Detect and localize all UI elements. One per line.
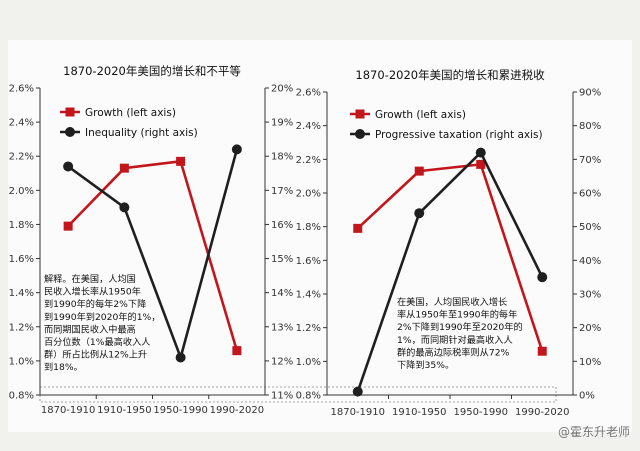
left-tick-label: 1.8%	[9, 220, 34, 231]
right-tick-label: 18%	[271, 152, 293, 163]
data-point-progressive-taxation	[414, 208, 425, 219]
right-tick-label: 60%	[579, 189, 601, 200]
right-tick-label: 12%	[271, 356, 293, 367]
data-point-growth	[63, 221, 73, 231]
chart-title: 1870-2020年美国的增长和累进税收	[355, 68, 545, 82]
left-tick-label: 1.4%	[9, 288, 34, 299]
data-point-growth	[353, 223, 363, 233]
right-tick-label: 15%	[271, 254, 293, 265]
data-point-growth	[414, 166, 424, 176]
left-tick-label: 2.2%	[296, 155, 321, 166]
legend-label-inequality: Inequality (right axis)	[85, 127, 198, 139]
data-point-growth	[119, 163, 129, 173]
right-tick-label: 11%	[271, 391, 293, 402]
x-tick-label: 1990-2020	[210, 405, 265, 416]
annotation-line: 群的最高边际税率则从72%	[397, 346, 510, 358]
left-tick-label: 0.8%	[296, 391, 321, 402]
legend-marker-progressive-taxation	[355, 129, 365, 139]
left-tick-label: 1.2%	[9, 322, 34, 333]
annotation-line: 群）所占比例从12%上升	[44, 349, 147, 361]
figure-panel	[8, 40, 632, 432]
legend-label-growth: Growth (left axis)	[375, 109, 466, 121]
x-tick-label: 1990-2020	[515, 407, 570, 418]
series-line-growth	[356, 163, 544, 352]
right-tick-label: 16%	[271, 220, 293, 231]
data-point-growth	[476, 159, 486, 169]
note-frame	[39, 386, 557, 403]
data-point-progressive-taxation	[537, 272, 548, 283]
right-tick-label: 70%	[579, 155, 601, 166]
right-tick-label: 17%	[271, 186, 293, 197]
series-line-inequality	[67, 149, 239, 359]
x-tick-label: 1910-1950	[392, 407, 447, 418]
annotation-line: 解释。在美国，人均国	[44, 273, 136, 285]
left-tick-label: 1.0%	[9, 356, 34, 367]
x-tick-label: 1910-1950	[97, 405, 152, 416]
data-point-progressive-taxation	[475, 147, 486, 158]
right-tick-label: 20%	[579, 323, 601, 334]
watermark: @霍东升老师	[558, 425, 630, 439]
legend-marker-inequality	[65, 127, 75, 137]
annotation-line: 在美国，人均国民收入增长	[397, 296, 507, 308]
x-tick-label: 1870-1910	[41, 405, 96, 416]
right-tick-label: 50%	[579, 222, 601, 233]
right-tick-label: 90%	[579, 88, 601, 99]
right-tick-label: 10%	[579, 357, 601, 368]
right-tick-label: 19%	[271, 118, 293, 129]
annotation-line: 率从1950年至1990年的每年	[397, 309, 517, 321]
chart-growth-progressive-taxation: 1870-2020年美国的增长和累进税收 0.8% 1.0% 1.2% 1.4% 1.6%…	[296, 68, 602, 418]
left-tick-label: 2.0%	[296, 189, 321, 200]
data-point-growth	[232, 346, 242, 356]
annotation-line: 而同期国民收入中最高	[44, 323, 136, 335]
annotation-line: 到1990年的每年2%下降	[44, 298, 146, 310]
annotation-line: 到1990年到2020年的1%，	[44, 311, 160, 323]
right-tick-label: 14%	[271, 288, 293, 299]
chart-growth-inequality: 1870-2020年美国的增长和不平等 0.8% 1.0% 1.2% 1.4% 1.6% 1…	[9, 64, 294, 416]
left-tick-label: 1.4%	[296, 290, 321, 301]
data-point-growth	[537, 346, 547, 356]
right-tick-label: 0%	[579, 391, 595, 402]
annotation-line: 1%，而同期针对最高收入人	[397, 334, 513, 346]
left-tick-label: 2.2%	[9, 152, 34, 163]
legend-label-progressive-taxation: Progressive taxation (right axis)	[375, 129, 543, 141]
x-tick-label: 1950-1990	[153, 405, 208, 416]
right-tick-label: 30%	[579, 290, 601, 301]
legend-label-growth: Growth (left axis)	[85, 107, 176, 119]
data-point-inequality	[63, 161, 74, 172]
legend-marker-growth	[355, 109, 365, 119]
chart-title: 1870-2020年美国的增长和不平等	[63, 64, 241, 78]
annotation-line: 下降到35%。	[397, 359, 454, 371]
left-tick-label: 1.6%	[9, 254, 34, 265]
left-tick-label: 0.8%	[9, 391, 34, 402]
annotation-line: 民收入增长率从1950年	[44, 286, 141, 298]
x-tick-label: 1870-1910	[330, 407, 385, 418]
left-tick-label: 2.6%	[296, 88, 321, 99]
right-tick-label: 80%	[579, 121, 601, 132]
left-tick-label: 1.0%	[296, 357, 321, 368]
left-tick-label: 1.2%	[296, 323, 321, 334]
annotation-line: 2%下降到1990年至2020年的	[397, 321, 523, 333]
x-tick-label: 1950-1990	[453, 407, 508, 418]
left-tick-label: 2.0%	[9, 186, 34, 197]
annotation-line: 到18%。	[44, 361, 83, 373]
data-point-inequality	[231, 144, 242, 155]
left-tick-label: 1.8%	[296, 222, 321, 233]
left-tick-label: 2.4%	[296, 121, 321, 132]
left-tick-label: 2.6%	[9, 84, 34, 95]
right-tick-label: 20%	[271, 84, 293, 95]
data-point-growth	[176, 156, 186, 166]
data-point-progressive-taxation	[352, 386, 363, 397]
legend-marker-growth	[65, 107, 75, 117]
series-line-progressive-taxation	[356, 151, 544, 393]
left-tick-label: 1.6%	[296, 256, 321, 267]
right-tick-label: 13%	[271, 322, 293, 333]
data-point-inequality	[175, 352, 186, 363]
right-tick-label: 40%	[579, 256, 601, 267]
data-point-inequality	[119, 202, 130, 213]
left-tick-label: 2.4%	[9, 118, 34, 129]
annotation-line: 百分位数（1%最高收入人	[44, 336, 150, 348]
